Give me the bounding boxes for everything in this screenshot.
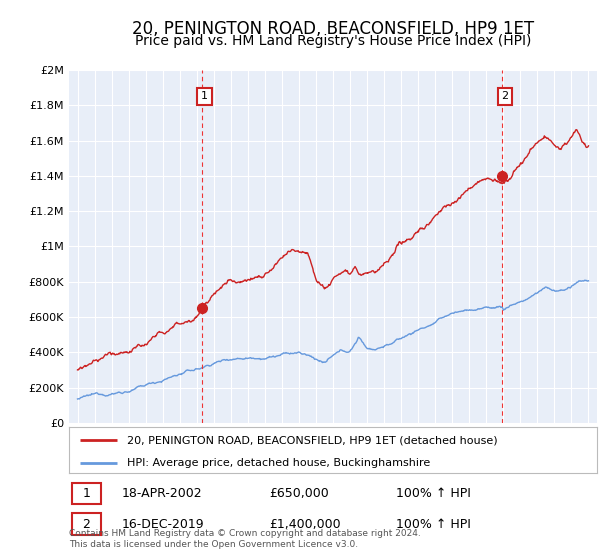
Text: Price paid vs. HM Land Registry's House Price Index (HPI): Price paid vs. HM Land Registry's House … xyxy=(135,34,531,48)
Text: 1: 1 xyxy=(201,91,208,101)
Text: 1: 1 xyxy=(82,487,90,500)
FancyBboxPatch shape xyxy=(71,483,101,504)
Text: 100% ↑ HPI: 100% ↑ HPI xyxy=(397,517,471,531)
Text: 18-APR-2002: 18-APR-2002 xyxy=(122,487,202,500)
Text: HPI: Average price, detached house, Buckinghamshire: HPI: Average price, detached house, Buck… xyxy=(127,458,430,468)
FancyBboxPatch shape xyxy=(71,514,101,535)
Text: 100% ↑ HPI: 100% ↑ HPI xyxy=(397,487,471,500)
Text: 2: 2 xyxy=(82,517,90,531)
Text: 2: 2 xyxy=(502,91,509,101)
Text: £1,400,000: £1,400,000 xyxy=(269,517,341,531)
Text: 20, PENINGTON ROAD, BEACONSFIELD, HP9 1ET: 20, PENINGTON ROAD, BEACONSFIELD, HP9 1E… xyxy=(132,20,534,38)
Text: 20, PENINGTON ROAD, BEACONSFIELD, HP9 1ET (detached house): 20, PENINGTON ROAD, BEACONSFIELD, HP9 1E… xyxy=(127,435,498,445)
Text: Contains HM Land Registry data © Crown copyright and database right 2024.
This d: Contains HM Land Registry data © Crown c… xyxy=(69,529,421,549)
Text: £650,000: £650,000 xyxy=(269,487,329,500)
Text: 16-DEC-2019: 16-DEC-2019 xyxy=(122,517,205,531)
